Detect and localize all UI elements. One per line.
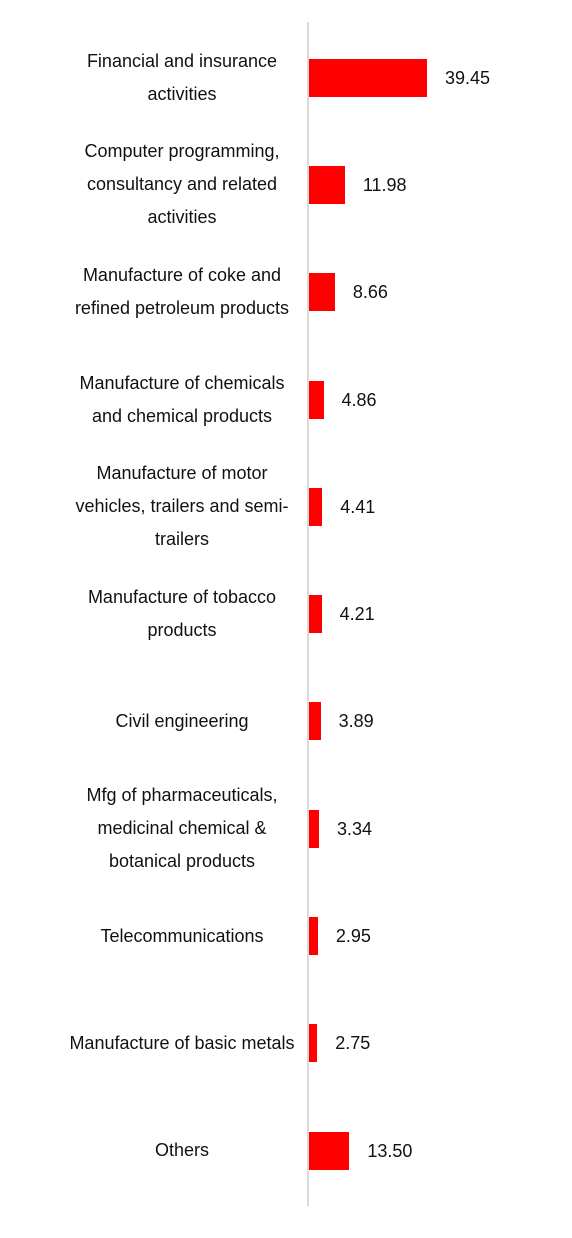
value-label: 4.21 xyxy=(339,604,375,625)
category-label: Manufacture of basic metals xyxy=(69,1032,295,1053)
category-label: Telecommunications xyxy=(100,925,264,946)
category-label: Manufacture of tobacco products xyxy=(87,587,277,641)
value-label: 8.66 xyxy=(352,282,388,303)
category-label: Manufacture of coke and refined petroleu… xyxy=(74,265,290,319)
bar xyxy=(309,917,318,956)
bar xyxy=(309,1131,350,1170)
value-label: 4.86 xyxy=(341,389,377,410)
value-label: 11.98 xyxy=(362,174,407,195)
category-label: Mfg of pharmaceuticals, medicinal chemic… xyxy=(86,785,278,872)
bar xyxy=(309,595,322,634)
category-label: Financial and insurance activities xyxy=(86,50,278,104)
category-label: Manufacture of motor vehicles, trailers … xyxy=(75,463,289,550)
value-label: 3.89 xyxy=(338,711,374,732)
bar xyxy=(309,380,324,419)
value-label: 13.50 xyxy=(367,1140,413,1161)
value-label: 4.41 xyxy=(340,496,376,517)
category-label: Computer programming, consultancy and re… xyxy=(84,141,280,228)
value-label: 2.95 xyxy=(335,926,371,947)
bar xyxy=(309,165,345,204)
value-label: 39.45 xyxy=(445,67,491,88)
bar xyxy=(309,1024,318,1063)
bar xyxy=(309,809,319,848)
category-label: Manufacture of chemicals and chemical pr… xyxy=(79,372,285,426)
bar xyxy=(309,487,323,526)
bar xyxy=(309,273,335,312)
bar xyxy=(309,702,321,741)
axis-line xyxy=(307,22,309,1206)
bar xyxy=(309,58,427,97)
category-label: Civil engineering xyxy=(115,710,249,731)
value-label: 2.75 xyxy=(335,1033,371,1054)
value-label: 3.34 xyxy=(336,818,373,839)
category-label: Others xyxy=(154,1140,210,1161)
